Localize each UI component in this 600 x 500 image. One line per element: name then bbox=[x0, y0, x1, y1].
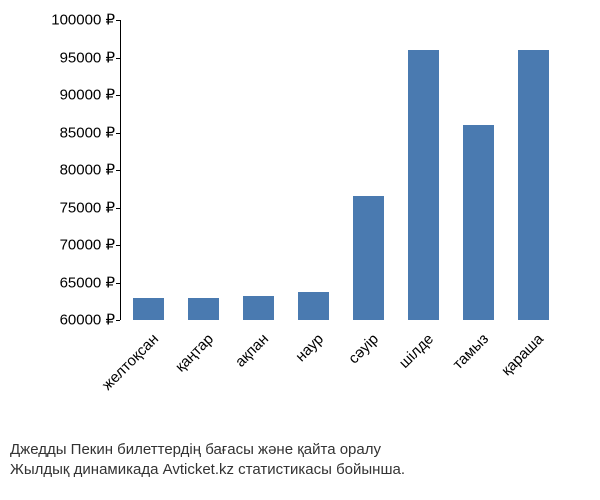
bar bbox=[133, 298, 163, 321]
y-tick-label: 65000 ₽ bbox=[20, 275, 115, 290]
y-tick-label: 60000 ₽ bbox=[20, 313, 115, 328]
y-tick-label: 95000 ₽ bbox=[20, 50, 115, 65]
plot-area bbox=[120, 20, 560, 320]
y-tick-label: 75000 ₽ bbox=[20, 200, 115, 215]
bar bbox=[243, 296, 273, 320]
y-tick-mark bbox=[116, 320, 120, 321]
bar bbox=[298, 292, 328, 321]
chart-caption: Джедды Пекин билеттердің бағасы және қай… bbox=[10, 440, 590, 481]
bar bbox=[408, 50, 438, 320]
y-tick-label: 80000 ₽ bbox=[20, 163, 115, 178]
bar bbox=[188, 298, 218, 321]
caption-line-1: Джедды Пекин билеттердің бағасы және қай… bbox=[10, 440, 590, 460]
y-tick-label: 70000 ₽ bbox=[20, 238, 115, 253]
y-tick-label: 85000 ₽ bbox=[20, 125, 115, 140]
bar bbox=[518, 50, 548, 320]
bar bbox=[463, 125, 493, 320]
caption-line-2: Жылдық динамикада Avticket.kz статистика… bbox=[10, 460, 590, 480]
x-axis: желтоқсанқаңтарақпаннаурсәуіршілдетамызқ… bbox=[120, 322, 560, 422]
y-tick-label: 100000 ₽ bbox=[20, 13, 115, 28]
y-axis: 60000 ₽65000 ₽70000 ₽75000 ₽80000 ₽85000… bbox=[20, 20, 115, 320]
y-tick-label: 90000 ₽ bbox=[20, 88, 115, 103]
bar bbox=[353, 196, 383, 320]
price-chart: 60000 ₽ 65000 ₽ 70000 ₽ 75000 ₽ 80000 ₽ 85000… bbox=[20, 10, 580, 430]
bars-group bbox=[121, 20, 560, 320]
